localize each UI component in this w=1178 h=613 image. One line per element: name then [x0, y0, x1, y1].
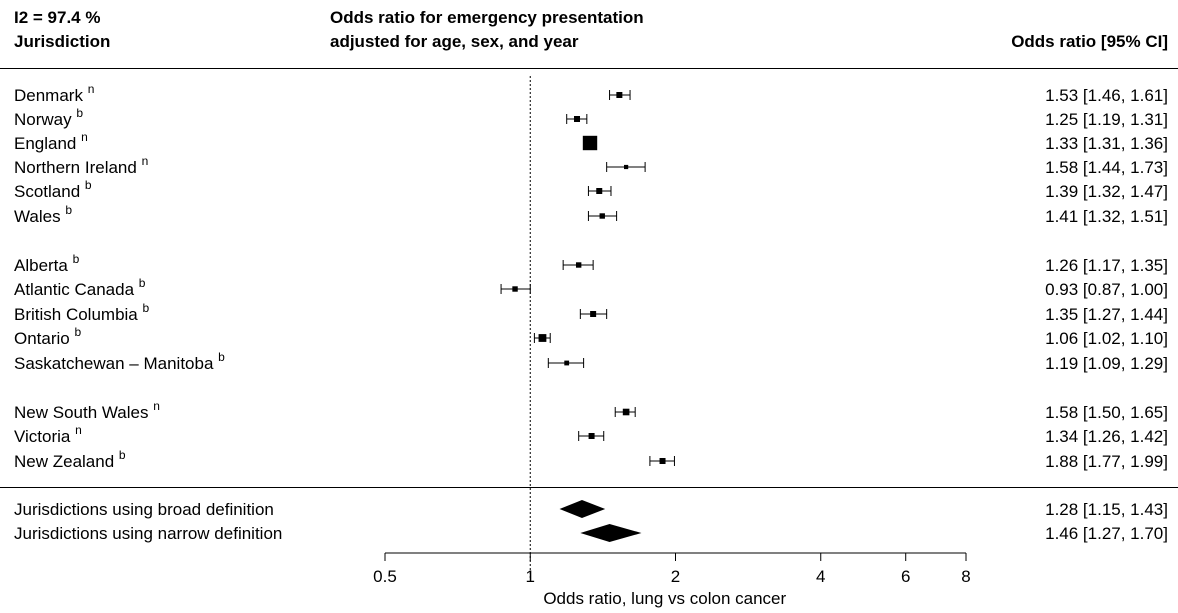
x-tick-label: 4 [816, 567, 825, 586]
point-estimate [622, 408, 630, 416]
x-tick-label: 2 [671, 567, 680, 586]
ci-value-text: 1.33 [1.31, 1.36] [1045, 134, 1168, 153]
study-label: Atlantic Canada b [14, 276, 146, 299]
point-estimate [599, 213, 605, 219]
summary-label: Jurisdictions using broad definition [14, 500, 274, 519]
ci-value-text: 1.35 [1.27, 1.44] [1045, 305, 1168, 324]
point-estimate [538, 334, 547, 342]
summary-ci-text: 1.28 [1.15, 1.43] [1045, 500, 1168, 519]
summary-divider [0, 487, 1178, 488]
study-label: Ontario b [14, 325, 81, 348]
study-label: New Zealand b [14, 448, 126, 471]
ci-value-text: 1.58 [1.50, 1.65] [1045, 403, 1168, 422]
ci-value-text: 1.39 [1.32, 1.47] [1045, 182, 1168, 201]
point-estimate [616, 92, 623, 98]
ci-value-text: 1.25 [1.19, 1.31] [1045, 110, 1168, 129]
i2-statistic: I2 = 97.4 % [14, 8, 101, 27]
summary-diamond [580, 524, 642, 542]
study-label: Northern Ireland n [14, 154, 148, 177]
study-label: Norway b [14, 106, 83, 129]
ci-value-text: 1.41 [1.32, 1.51] [1045, 207, 1168, 226]
study-label: Victoria n [14, 423, 82, 446]
point-estimate [659, 458, 666, 464]
point-estimate [624, 164, 629, 170]
ci-value-text: 1.88 [1.77, 1.99] [1045, 452, 1168, 471]
ci-value-text: 1.26 [1.17, 1.35] [1045, 256, 1168, 275]
study-label: British Columbia b [14, 301, 150, 324]
point-estimate [512, 286, 518, 292]
point-estimate [588, 433, 595, 439]
x-tick-label: 0.5 [373, 567, 397, 586]
x-tick-label: 6 [901, 567, 910, 586]
ci-value-text: 1.58 [1.44, 1.73] [1045, 158, 1168, 177]
ci-value-text: 1.53 [1.46, 1.61] [1045, 86, 1168, 105]
header-divider [0, 68, 1178, 69]
ci-column-header: Odds ratio [95% CI] [1011, 32, 1168, 51]
study-label: England n [14, 130, 88, 153]
point-estimate [575, 262, 582, 268]
study-label: Wales b [14, 203, 72, 226]
ci-value-text: 1.06 [1.02, 1.10] [1045, 329, 1168, 348]
point-estimate [582, 135, 598, 151]
study-label: Saskatchewan – Manitoba b [14, 350, 225, 373]
point-estimate [596, 188, 603, 194]
chart-title-line1: Odds ratio for emergency presentation [330, 8, 644, 27]
point-estimate [564, 360, 570, 366]
study-label: Scotland b [14, 178, 92, 201]
x-tick-label: 1 [526, 567, 535, 586]
x-tick-label: 8 [961, 567, 970, 586]
summary-ci-text: 1.46 [1.27, 1.70] [1045, 524, 1168, 543]
jurisdiction-header: Jurisdiction [14, 32, 111, 51]
point-estimate [590, 311, 597, 317]
chart-title-line2: adjusted for age, sex, and year [330, 32, 579, 51]
study-label: Denmark n [14, 82, 94, 105]
x-axis-label: Odds ratio, lung vs colon cancer [543, 589, 786, 608]
ci-value-text: 1.34 [1.26, 1.42] [1045, 427, 1168, 446]
study-label: Alberta b [14, 252, 80, 275]
study-label: New South Wales n [14, 399, 160, 422]
ci-value-text: 1.19 [1.09, 1.29] [1045, 354, 1168, 373]
summary-diamond [559, 500, 606, 518]
summary-label: Jurisdictions using narrow definition [14, 524, 282, 543]
ci-value-text: 0.93 [0.87, 1.00] [1045, 280, 1168, 299]
point-estimate [574, 116, 581, 122]
